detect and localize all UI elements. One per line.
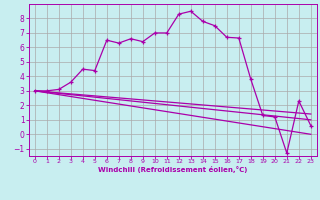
X-axis label: Windchill (Refroidissement éolien,°C): Windchill (Refroidissement éolien,°C): [98, 166, 247, 173]
